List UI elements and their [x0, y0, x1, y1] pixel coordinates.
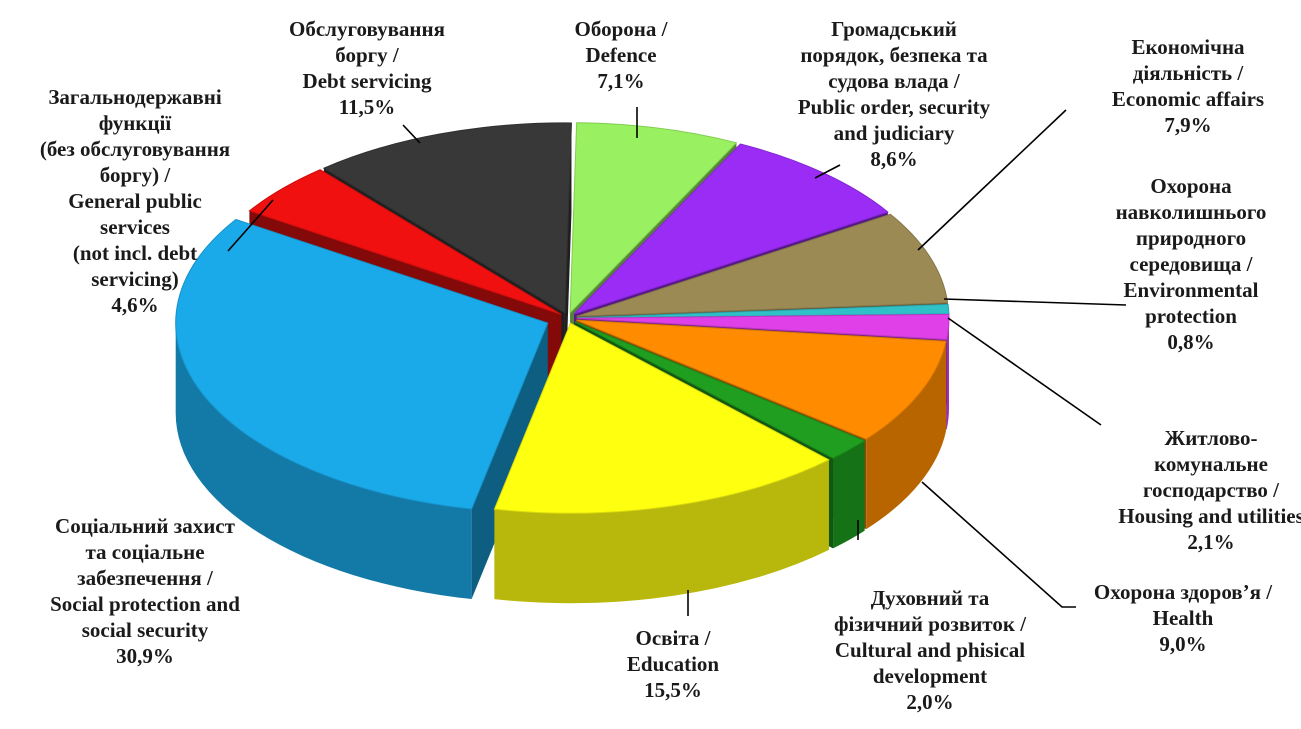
slice-name-line: (not incl. debt: [73, 241, 197, 265]
slice-value-label: 7,9%: [1164, 113, 1211, 137]
slice-name-line: боргу /: [335, 43, 400, 67]
leader-line: [943, 298, 1127, 306]
slice-label: Охорона навколишнього природного середовища…: [1116, 174, 1267, 354]
slice-name-line: and judiciary: [834, 121, 955, 145]
slice-name-line: Обслуговування: [289, 17, 445, 41]
slice-label: Соціальний захист та соціальне забезпеченн…: [50, 514, 240, 668]
slice-top-layer: [175, 122, 950, 514]
slice-label: Охорона здоров’я / Health 9,0%: [1094, 580, 1273, 656]
slice-name-line: Debt servicing: [303, 69, 432, 93]
slice-value-label: 15,5%: [644, 678, 702, 702]
slice-value-label: 0,8%: [1167, 330, 1214, 354]
slice-name-line: природного: [1136, 226, 1246, 250]
slice-name-line: Public order, security: [798, 95, 991, 119]
slice-name-line: навколишнього: [1116, 200, 1267, 224]
slice-name-line: забезпечення /: [77, 566, 214, 590]
slice-value-label: 8,6%: [870, 147, 917, 171]
slice-name-line: protection: [1145, 304, 1237, 328]
pie-slice: [322, 122, 572, 314]
slice-name-line: Health: [1153, 606, 1214, 630]
slice-label: Обслуговування боргу / Debt servicing 11,5%: [289, 17, 445, 119]
slice-name-line: development: [873, 664, 987, 688]
slice-value-label: 7,1%: [597, 69, 644, 93]
slice-name-line: Загальнодержавні: [48, 85, 221, 109]
slice-name-line: діяльність /: [1133, 61, 1245, 85]
slice-name-line: комунальне: [1154, 452, 1268, 476]
slice-name-line: Housing and utilities: [1118, 504, 1301, 528]
slice-name-line: Освіта /: [636, 626, 712, 650]
slice-outer-wall: [494, 459, 829, 604]
slice-value-label: 2,1%: [1187, 530, 1234, 554]
slice-name-line: Охорона здоров’я /: [1094, 580, 1273, 604]
slice-label: Оборона / Defence 7,1%: [575, 17, 669, 93]
slice-name-line: Соціальний захист: [55, 514, 236, 538]
slice-name-line: social security: [82, 618, 209, 642]
leader-line: [921, 481, 1076, 608]
slice-label: Громадський порядок, безпека та судова вла…: [798, 17, 991, 171]
slice-name-line: Духовний та: [871, 586, 990, 610]
slice-name-line: Cultural and phisical: [835, 638, 1025, 662]
slice-name-line: судова влада /: [828, 69, 961, 93]
slice-name-line: Education: [627, 652, 720, 676]
slice-name-line: Economic affairs: [1112, 87, 1264, 111]
pie-slice: [493, 322, 831, 514]
slice-label: Освіта / Education 15,5%: [627, 626, 720, 702]
slice-value-label: 2,0%: [906, 690, 953, 714]
slice-outer-wall: [833, 440, 865, 549]
slice-name-line: Громадський: [831, 17, 957, 41]
slice-name-line: порядок, безпека та: [800, 43, 988, 67]
leader-line: [402, 124, 421, 144]
slice-name-line: Оборона /: [575, 17, 669, 41]
slice-name-line: Економічна: [1131, 35, 1245, 59]
slice-name-line: та соціальне: [85, 540, 204, 564]
slice-name-line: services: [100, 215, 170, 239]
slice-name-line: (без обслуговування: [40, 137, 230, 161]
slice-label: Духовний та фізичний розвиток / Cultural a…: [834, 586, 1027, 714]
pie-slice: [576, 319, 947, 440]
slice-name-line: servicing): [91, 267, 178, 291]
slice-outer-wall: [175, 323, 472, 600]
slice-name-line: середовища /: [1130, 252, 1254, 276]
slice-name-line: господарство /: [1143, 478, 1280, 502]
slice-labels: Оборона / Defence 7,1% Громадський порядок, …: [40, 17, 1301, 714]
pie-slice: [574, 321, 866, 459]
slice-name-line: фізичний розвиток /: [834, 612, 1027, 636]
pie-slice: [576, 213, 949, 317]
leader-lines: [227, 107, 1127, 616]
slice-name-line: Environmental: [1124, 278, 1259, 302]
slice-name-line: Охорона: [1150, 174, 1232, 198]
leader-line: [814, 164, 841, 179]
pie-slice: [175, 218, 549, 510]
slice-value-label: 4,6%: [111, 293, 158, 317]
slice-value-label: 30,9%: [116, 644, 174, 668]
slice-name-line: General public: [68, 189, 202, 213]
pie-slice: [576, 313, 950, 340]
slice-name-line: Social protection and: [50, 592, 240, 616]
slice-name-line: Житлово-: [1164, 426, 1257, 450]
slice-value-label: 11,5%: [339, 95, 396, 119]
slice-name-line: функції: [99, 111, 172, 135]
slice-outer-wall: [866, 341, 946, 530]
slice-name-line: боргу) /: [100, 163, 172, 187]
leader-line: [917, 109, 1067, 251]
slice-label: Економічна діяльність / Economic affairs 7,…: [1112, 35, 1264, 137]
leader-line: [947, 317, 1102, 426]
pie-slice: [248, 169, 562, 315]
slice-name-line: Defence: [585, 43, 656, 67]
slice-outer-wall: [946, 318, 949, 430]
slice-label: Житлово-комунальне господарство / Housing …: [1118, 426, 1301, 554]
leader-line: [227, 199, 274, 252]
pie-slice: [569, 122, 738, 315]
slice-value-label: 9,0%: [1159, 632, 1206, 656]
slice-label: Загальнодержавні функції (без обслуговуван…: [40, 85, 230, 317]
